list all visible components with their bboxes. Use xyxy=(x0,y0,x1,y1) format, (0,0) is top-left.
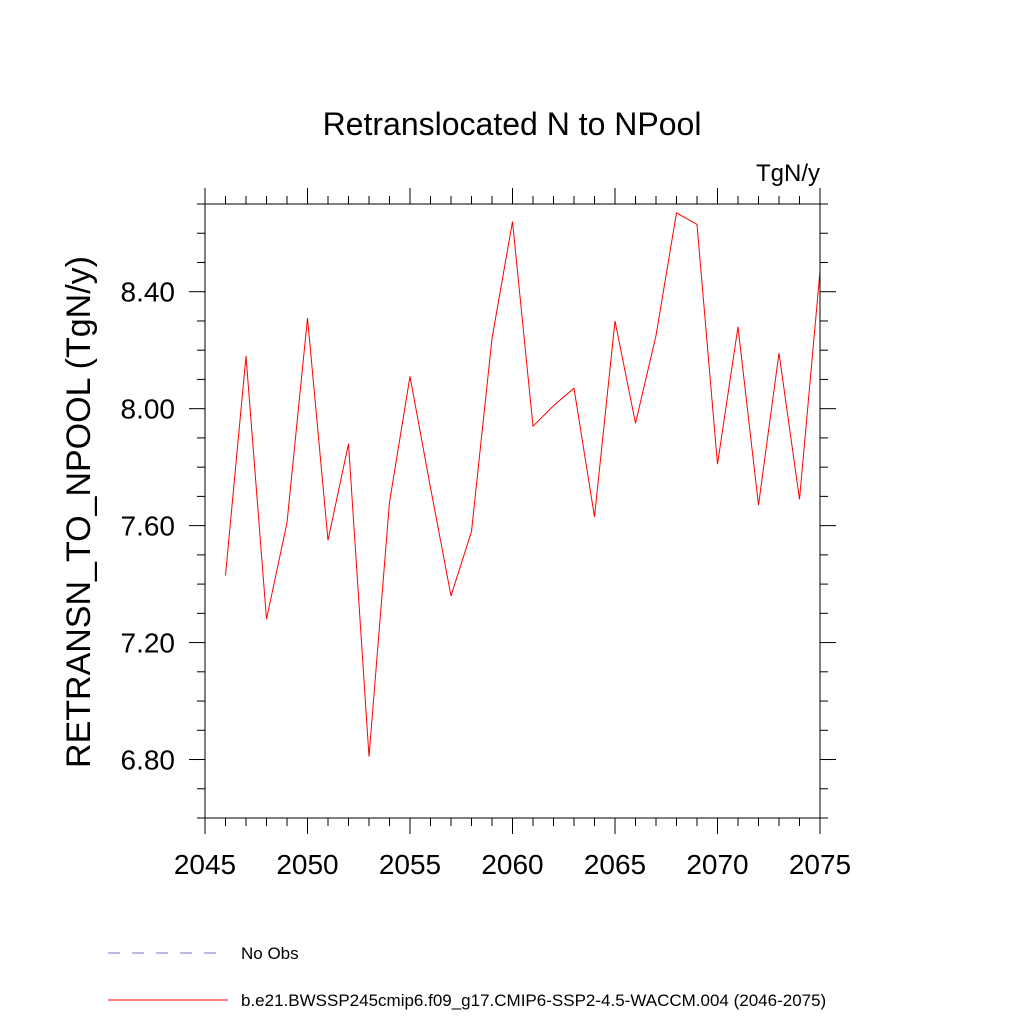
y-tick-label: 8.40 xyxy=(121,277,176,308)
chart-title: Retranslocated N to NPool xyxy=(323,106,702,142)
x-tick-label: 2065 xyxy=(584,849,646,880)
x-tick-label: 2070 xyxy=(686,849,748,880)
x-tick-label: 2060 xyxy=(481,849,543,880)
plot-frame xyxy=(204,203,821,819)
x-tick-label: 2055 xyxy=(379,849,441,880)
legend-label-waccm-004: b.e21.BWSSP245cmip6.f09_g17.CMIP6-SSP2-4… xyxy=(241,991,826,1010)
y-tick-label: 7.60 xyxy=(121,511,176,542)
x-tick-label: 2075 xyxy=(789,849,851,880)
major-ticks xyxy=(189,188,836,834)
x-tick-label: 2045 xyxy=(174,849,236,880)
y-tick-label: 8.00 xyxy=(121,394,176,425)
series-line-1 xyxy=(225,211,821,757)
y-tick-label: 7.20 xyxy=(121,628,176,659)
y-tick-label: 6.80 xyxy=(121,745,176,776)
tick-labels: 2045 2050 2055 2060 2065 2070 2075 6.80 7.20 7.60… xyxy=(121,277,852,880)
series-layer xyxy=(225,211,821,757)
legend-label-no-obs: No Obs xyxy=(241,944,299,963)
x-tick-label: 2050 xyxy=(276,849,338,880)
y-axis-label: RETRANSN_TO_NPOOL (TgN/y) xyxy=(60,256,98,768)
minor-ticks xyxy=(197,196,828,826)
units-label: TgN/y xyxy=(756,160,820,187)
